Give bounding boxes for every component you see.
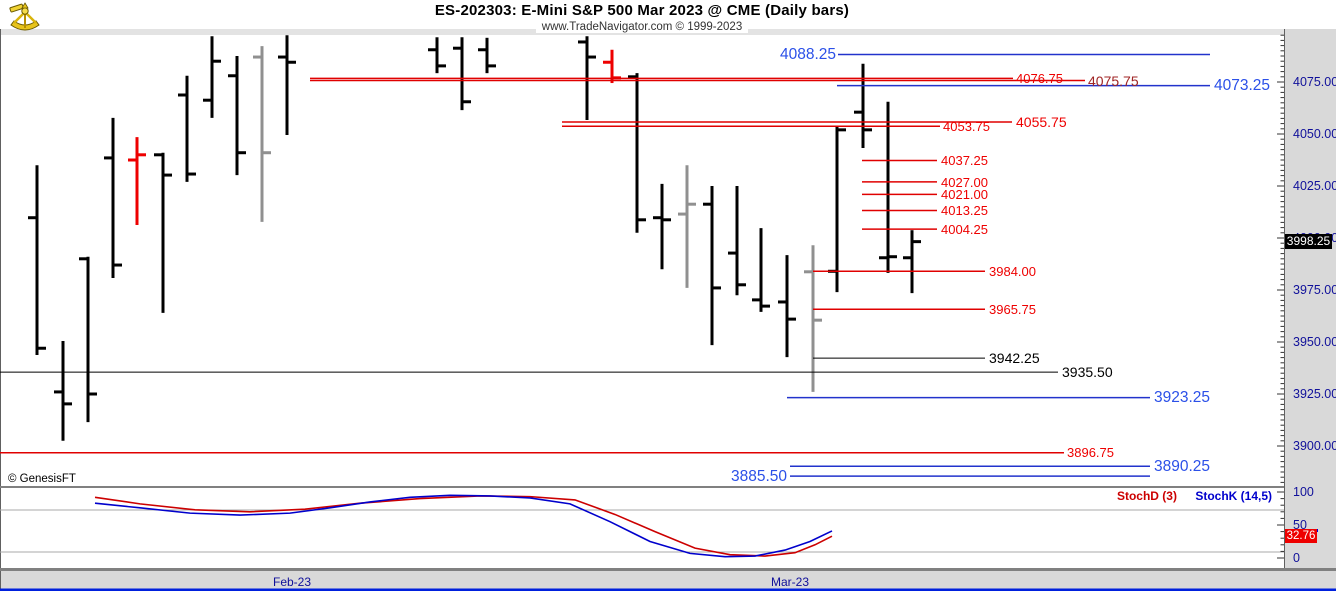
- ohlc-bar: [653, 183, 671, 270]
- ohlc-bar: [879, 101, 897, 273]
- title-block: ES-202303: E-Mini S&P 500 Mar 2023 @ CME…: [0, 2, 1284, 33]
- chart-subtitle: www.TradeNavigator.com © 1999-2023: [0, 21, 1284, 33]
- genesisft-sextant-logo-icon: [9, 2, 40, 31]
- ohlc-bar: [428, 37, 446, 74]
- ohlc-bar: [203, 36, 221, 118]
- stochd-curve: [94, 495, 833, 557]
- ohlc-bar: [728, 186, 746, 296]
- date-axis-strip[interactable]: [0, 570, 1336, 591]
- ohlc-bar: [178, 75, 196, 182]
- stochd-legend-label[interactable]: StochD (3): [1116, 489, 1177, 503]
- price-axis-column[interactable]: [1284, 29, 1336, 591]
- ohlc-bar: [253, 46, 271, 222]
- ohlc-bar: [903, 230, 921, 294]
- ohlc-bar: [703, 186, 721, 346]
- genesisft-watermark: © GenesisFT: [8, 473, 76, 485]
- ohlc-bar: [854, 63, 872, 149]
- ohlc-bar: [278, 35, 296, 136]
- ohlc-bar: [154, 152, 172, 313]
- stochk-curve: [94, 494, 833, 558]
- ohlc-bar: [828, 126, 846, 293]
- chart-title: ES-202303: E-Mini S&P 500 Mar 2023 @ CME…: [434, 2, 850, 19]
- ohlc-bars-group: [28, 35, 921, 441]
- ohlc-bar: [678, 165, 696, 288]
- ohlc-bar: [104, 117, 122, 279]
- ohlc-bar: [28, 165, 46, 355]
- ohlc-bar: [752, 228, 770, 312]
- ohlc-bar: [79, 256, 97, 423]
- ohlc-bar: [128, 137, 146, 225]
- bottom-edge-line: [0, 588, 1336, 591]
- stoch-panel-bottom-border[interactable]: [0, 568, 1336, 571]
- ohlc-bar: [628, 73, 646, 233]
- ohlc-bar: [804, 245, 822, 392]
- stochastic-legend: StochD (3) StochK (14,5): [800, 489, 1272, 503]
- stochd-value-badge: 32.76: [1285, 529, 1317, 544]
- stoch-panel-top-border[interactable]: [0, 486, 1284, 488]
- stochk-legend-label[interactable]: StochK (14,5): [1195, 489, 1272, 503]
- last-price-badge: 3998.25: [1285, 234, 1332, 250]
- ohlc-bar: [453, 37, 471, 111]
- ohlc-bar: [228, 56, 246, 176]
- ohlc-bar: [54, 340, 72, 441]
- ohlc-bar: [778, 255, 796, 358]
- ohlc-bar: [478, 37, 496, 74]
